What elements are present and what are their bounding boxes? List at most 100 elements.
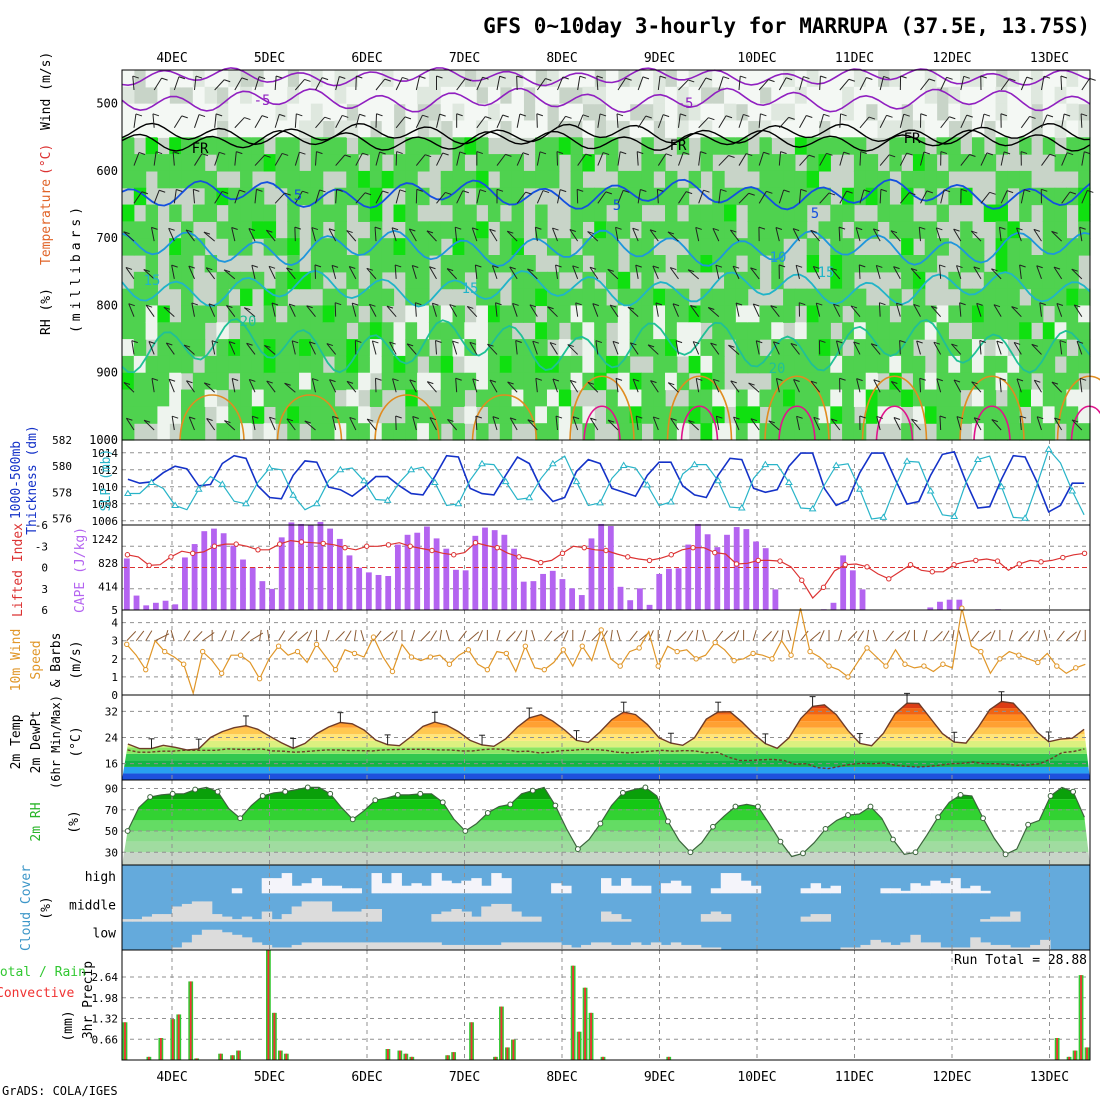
wind-barb-flag: [231, 226, 238, 230]
wind-barb: [589, 417, 599, 431]
date-label-top: 12DEC: [932, 51, 971, 66]
rh-cell: [405, 423, 418, 441]
rh-cell: [535, 137, 548, 155]
cloud-cell: [191, 901, 203, 922]
rh-cell: [818, 221, 831, 239]
rh-cell: [901, 389, 914, 407]
wind-barb-flag: [913, 303, 920, 307]
rh-cell: [511, 204, 524, 222]
contour-label: 15: [144, 273, 161, 289]
cloud-cell: [890, 944, 901, 950]
rh-cell: [759, 221, 772, 239]
lifted-marker: [277, 541, 283, 547]
wind-barb: [595, 340, 599, 355]
rh-cell: [676, 86, 690, 105]
rh2m-ylabel: 2m RH (%): [29, 802, 82, 841]
rh-cell: [157, 372, 170, 391]
rh-cell: [818, 288, 831, 307]
wind-barb-flag: [489, 228, 496, 232]
rh-cell: [476, 271, 489, 290]
rh-cell: [712, 204, 725, 222]
wind-barb: [332, 416, 337, 431]
rh-cell: [629, 423, 643, 441]
rh-cell: [1054, 187, 1067, 206]
wind-barb: [406, 343, 417, 355]
rh-cell: [747, 406, 761, 424]
wind-barb: [637, 115, 647, 129]
rh-cell: [853, 288, 867, 307]
cloud-cell: [471, 916, 482, 922]
wind-barb: [329, 379, 337, 393]
wind-barb: [839, 190, 848, 204]
wind10m-marker: [143, 666, 149, 673]
rh-cell: [712, 288, 725, 307]
slp-label: SLP (mb): [99, 449, 114, 512]
wind-barb: [536, 190, 544, 204]
wind-barb: [839, 113, 842, 128]
rh-cell: [381, 288, 395, 307]
rh-cell: [724, 204, 737, 222]
rh-cell: [1066, 103, 1079, 122]
wind-barb: [617, 151, 621, 166]
rh-cell: [1030, 389, 1044, 407]
rh-cell: [487, 255, 501, 273]
cloud-cell: [451, 883, 462, 894]
wind-barb: [607, 268, 619, 280]
wind-barb-flag: [976, 302, 983, 306]
wind-barb: [1071, 419, 1083, 431]
rh-cell: [936, 406, 949, 424]
temp2m-label-2: 2m DewPt: [29, 711, 44, 774]
cape-bar: [733, 527, 740, 610]
rh-cell: [724, 423, 737, 441]
wind-barb: [940, 189, 945, 204]
cloud-cell: [122, 919, 133, 922]
precip-conv-bar: [572, 965, 575, 1060]
rh-cell: [452, 305, 465, 323]
wind-barb-flag: [828, 192, 836, 196]
rh-cell: [665, 103, 678, 122]
wind-barb: [712, 379, 720, 393]
rh-cell: [192, 70, 206, 88]
lifted-marker: [973, 557, 979, 564]
slp-marker: [478, 459, 486, 467]
wind10m-marker: [655, 663, 661, 669]
cloud-cell: [601, 878, 612, 894]
rh-cell: [971, 255, 985, 273]
lifted-marker: [799, 577, 805, 583]
wind-barb-flag: [891, 381, 898, 384]
precip-conv-bar: [124, 1022, 126, 1060]
wind-barb-flag: [143, 269, 150, 272]
rh-cell: [842, 255, 855, 273]
cloud-cell: [381, 942, 392, 950]
wind-barb-flag: [768, 79, 775, 83]
wind-barb-flag: [527, 268, 534, 272]
rh-cell: [594, 305, 607, 323]
rh-cell: [712, 406, 725, 424]
wind-barb-flag: [515, 340, 522, 343]
wind-barb-flag: [286, 267, 293, 271]
rh-cell: [617, 170, 631, 189]
wind10m-barb: [610, 629, 613, 641]
wind-barb: [374, 227, 377, 242]
wind-barb: [655, 302, 659, 317]
wind-barb: [188, 265, 195, 280]
wind-barb-flag: [342, 114, 349, 118]
wind-barb-flag: [409, 379, 416, 383]
rh-cell: [381, 372, 395, 391]
wind-barb-flag: [708, 307, 715, 310]
rh-cell: [122, 238, 135, 256]
rh-cell: [700, 288, 713, 307]
upper-rh-label: RH (%): [39, 288, 54, 335]
wind-barb-flag: [696, 377, 703, 381]
wind-barb: [194, 153, 203, 166]
rh-cell: [676, 120, 690, 138]
wind-barb-flag: [715, 264, 723, 268]
rh-cell: [299, 271, 312, 290]
rh-cell: [582, 204, 595, 222]
wind10m-barb: [714, 630, 724, 642]
wind-barb: [268, 266, 276, 280]
warm-contour: [374, 394, 440, 441]
precip-units: (mm): [61, 1010, 76, 1041]
cloud-cell: [291, 885, 303, 894]
wind-barb-flag: [1016, 378, 1024, 382]
